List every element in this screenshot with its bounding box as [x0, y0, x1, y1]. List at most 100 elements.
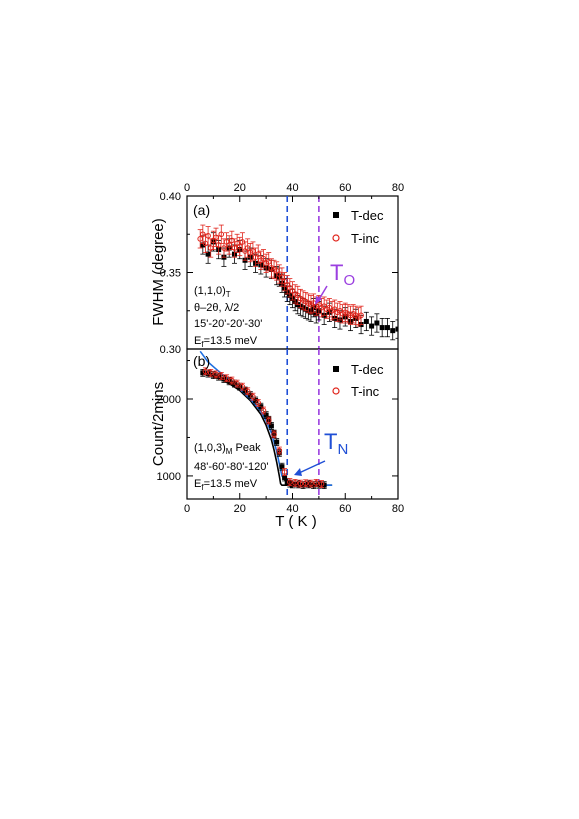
panel-b-ytick-label: 1000: [157, 471, 181, 483]
panel-a-point-dec: [205, 251, 211, 257]
panel-a-tag: (a): [193, 202, 210, 218]
panel-b-point-inc: [223, 375, 230, 382]
legend-b-inc-label: T-inc: [351, 384, 380, 399]
panel-a: 0.30 0.35 0.40 0 20 40 60 80 (a) T-dec T-inc (…: [150, 182, 404, 356]
panel-a-collimation: 15'-20'-20'-30': [194, 318, 262, 330]
panel-a-top-tick-label: 80: [392, 182, 404, 194]
panel-b-collimation: 48'-60'-80'-120': [194, 461, 268, 473]
panel-b-point-inc: [292, 480, 298, 486]
panel-a-point-inc: [215, 242, 222, 248]
panel-b-point-inc: [202, 368, 209, 375]
panel-a-top-tick-label: 20: [234, 182, 246, 194]
panel-b-point-dec: [279, 464, 285, 470]
panel-b-xtick-label: 40: [286, 503, 298, 515]
panel-a-reference-lines: [286, 196, 320, 349]
transition-tn-arrow: [298, 460, 326, 474]
panel-b-ytick-label: 2000: [157, 394, 181, 406]
panel-a-point-dec: [395, 326, 398, 332]
panel-b-point-inc: [297, 480, 304, 487]
panel-b-point-dec: [282, 474, 288, 480]
transition-tn-arrowhead: [294, 468, 302, 476]
panel-b-point-dec: [311, 482, 317, 488]
panel-a-top-tick-label: 0: [184, 182, 190, 194]
panel-a-point-dec: [200, 242, 206, 248]
panel-b-y-ticks: 1000 2000: [157, 360, 398, 483]
panel-b-point-inc: [229, 377, 235, 384]
panel-a-energy: Ef=13.5 meV: [194, 335, 258, 349]
panel-a-ytick-label: 0.30: [160, 344, 181, 356]
panel-b-point-inc: [287, 479, 293, 485]
panel-b-point-inc: [244, 388, 251, 395]
panel-b-point-inc: [218, 373, 225, 379]
panel-b-point-inc: [260, 407, 267, 414]
legend-b-dec-label: T-dec: [351, 362, 384, 377]
panel-a-ytick-label: 0.40: [160, 191, 181, 203]
panel-b-xlabel: T ( K ): [275, 513, 316, 530]
panel-a-point-dec: [369, 323, 375, 329]
panel-a-top-tick-label: 40: [286, 182, 298, 194]
panel-b-point-dec: [253, 398, 259, 404]
panel-b-point-dec: [200, 370, 206, 376]
transition-to-label: TO: [330, 260, 355, 289]
legend-b-inc-marker: [332, 387, 340, 395]
panel-b-point-inc: [318, 481, 325, 487]
panel-b-xtick-label: 60: [339, 503, 351, 515]
panel-a-point-dec: [379, 325, 385, 331]
panel-b-point-dec: [258, 404, 264, 410]
panel-a-point-dec: [390, 328, 396, 334]
panel-b-xtick-label: 0: [184, 503, 190, 515]
panel-b-point-inc: [207, 370, 214, 376]
transition-tn-label: TN: [324, 429, 348, 458]
transition-to-arrowhead: [315, 296, 322, 305]
panel-a-y-ticks: 0.30 0.35 0.40: [160, 191, 398, 356]
panel-b-point-inc: [313, 480, 320, 486]
panel-b: 1000 2000 0 20 40 60 80 (b) T-dec T-inc (1,0,…: [150, 348, 404, 530]
panel-a-point-dec: [384, 325, 390, 331]
panel-b-xtick-label: 20: [234, 503, 246, 515]
panel-a-point-inc: [358, 312, 364, 319]
panel-b-point-inc: [234, 380, 240, 387]
panel-b-x-ticks: 0 20 40 60 80: [184, 493, 404, 515]
panel-a-point-dec: [374, 320, 380, 326]
panel-b-point-inc: [308, 480, 314, 487]
panel-a-reflection: (1,1,0)T: [194, 285, 231, 299]
panel-a-point-dec: [363, 318, 369, 324]
panel-b-point-inc: [255, 400, 262, 406]
panel-b-energy: Ef=13.5 meV: [194, 478, 258, 492]
panel-b-ylabel: Count/2mins: [150, 382, 167, 466]
panel-b-point-dec: [274, 439, 280, 445]
panel-b-point-inc: [265, 417, 272, 424]
panel-b-xtick-label: 80: [392, 503, 404, 515]
panel-b-point-inc: [271, 431, 277, 438]
legend-a-inc-label: T-inc: [351, 231, 380, 246]
panel-b-point-inc: [239, 383, 246, 390]
panel-b-point-inc: [250, 393, 256, 400]
panel-b-point-dec: [247, 392, 253, 398]
legend-b-dec-marker: [333, 366, 339, 372]
panel-b-point-dec: [263, 412, 269, 418]
panel-b-data-points: [200, 367, 327, 490]
panel-a-scan: θ–2θ, λ/2: [194, 302, 239, 314]
legend-a-inc-marker: [332, 234, 340, 242]
panel-b-point-inc: [302, 480, 309, 487]
legend-a-dec-marker: [333, 212, 339, 218]
panel-b-point-dec: [290, 481, 295, 487]
panel-b-point-inc: [213, 371, 219, 378]
panel-a-top-tick-label: 60: [339, 182, 351, 194]
panel-a-point-inc: [218, 231, 225, 238]
panel-a-ytick-label: 0.35: [160, 268, 181, 280]
panel-a-point-inc: [205, 232, 211, 239]
panel-b-tag: (b): [193, 353, 210, 369]
panel-a-data-points: [197, 224, 398, 341]
panel-a-ylabel: FWHM (degree): [150, 218, 167, 326]
panel-b-reference-lines: [286, 349, 320, 499]
panel-b-reflection: (1,0,3)M Peak: [194, 442, 261, 456]
panel-b-point-inc: [281, 469, 288, 475]
panel-b-point-dec: [321, 482, 327, 488]
panel-a-top-axis-ticks: 0 20 40 60 80: [184, 182, 404, 202]
legend-a-dec-label: T-dec: [351, 208, 384, 223]
panel-b-point-dec: [268, 423, 274, 429]
panel-b-point-dec: [300, 482, 306, 488]
panel-b-point-inc: [276, 447, 283, 454]
